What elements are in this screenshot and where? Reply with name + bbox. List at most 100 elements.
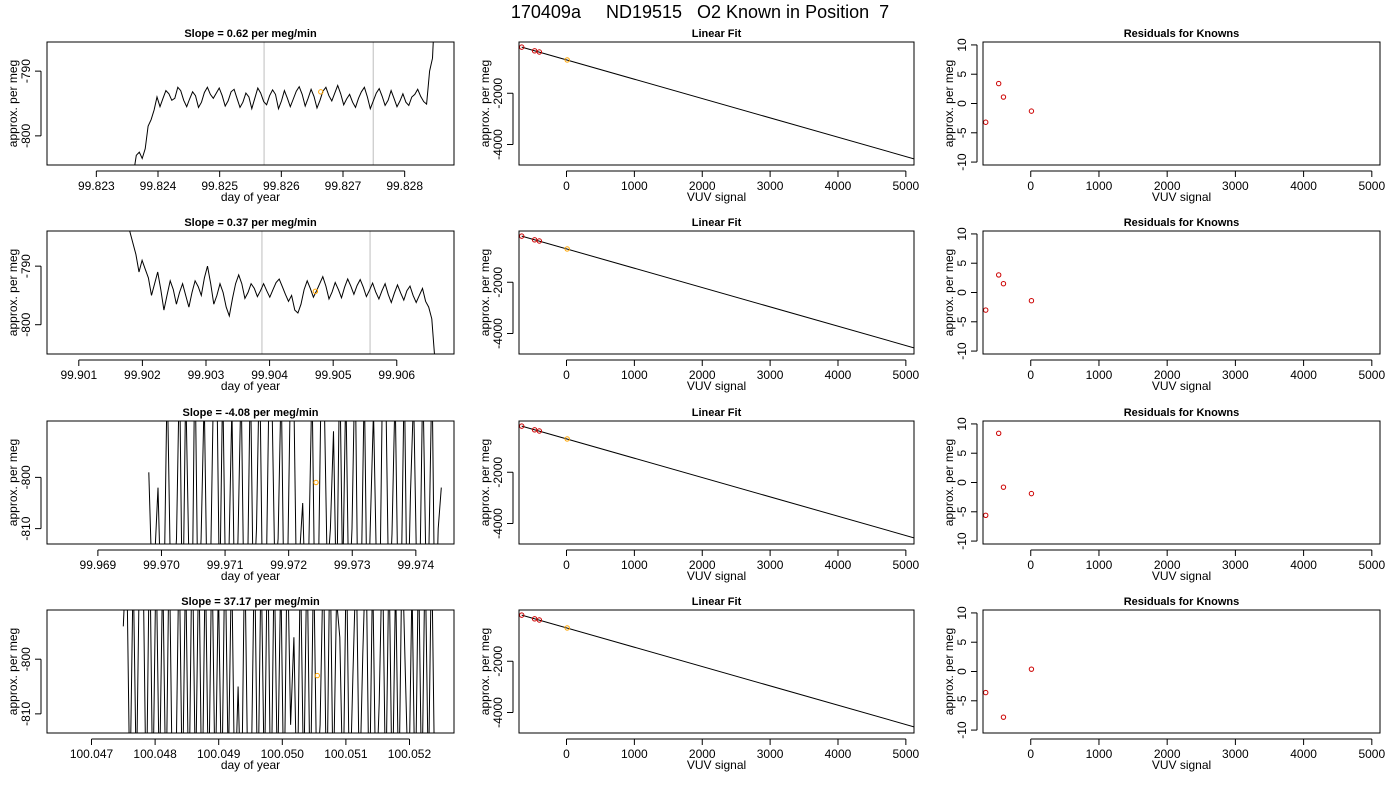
plot-area xyxy=(983,272,1035,313)
x-tick-label: 100.050 xyxy=(261,747,305,761)
plot-frame xyxy=(982,230,1381,355)
y-axis-label: approx. per meg xyxy=(942,439,956,526)
x-tick-label: 3000 xyxy=(1222,558,1249,572)
x-tick-label: 0 xyxy=(563,179,570,193)
x-axis-label: VUV signal xyxy=(687,190,746,204)
x-tick-label: 99.824 xyxy=(140,179,177,193)
y-axis-label: approx. per meg xyxy=(6,60,20,147)
signal-trace xyxy=(148,421,442,544)
x-axis: 99.823 99.824 99.825 99.826 99.827 99.828 day … xyxy=(78,170,423,204)
known-point xyxy=(983,119,989,125)
known-point xyxy=(536,617,543,623)
x-tick-label: 4000 xyxy=(825,558,852,572)
known-point xyxy=(519,612,525,618)
panel-title: Residuals for Knowns xyxy=(1124,596,1240,608)
x-tick-label: 2000 xyxy=(1154,179,1181,193)
y-tick-label: -10 xyxy=(955,342,969,360)
x-tick-label: 99.826 xyxy=(263,179,300,193)
y-tick-label: 10 xyxy=(955,38,969,52)
y-tick-label: 10 xyxy=(955,227,969,241)
x-tick-label: 99.823 xyxy=(78,179,115,193)
known-point xyxy=(531,237,538,243)
y-axis-label: approx. per meg xyxy=(478,249,492,336)
x-tick-label: 0 xyxy=(1027,747,1034,761)
x-tick-label: 99.825 xyxy=(201,179,238,193)
plot-frame xyxy=(46,230,455,355)
sample-point xyxy=(318,89,324,95)
known-point xyxy=(983,689,989,696)
plot-area xyxy=(148,421,442,544)
x-tick-label: 99.905 xyxy=(315,368,352,382)
x-tick-label: 5000 xyxy=(893,179,920,193)
known-point xyxy=(995,272,1002,278)
y-tick-label: -4000 xyxy=(491,697,505,728)
plot-area xyxy=(519,233,914,349)
x-axis-label: VUV signal xyxy=(1152,758,1211,772)
panel-title: Linear Fit xyxy=(692,596,742,608)
y-tick-label: -2000 xyxy=(491,646,505,677)
y-axis-label: approx. per meg xyxy=(6,628,20,715)
x-tick-label: 0 xyxy=(563,558,570,572)
x-axis: 0 1000 2000 3000 4000 5000 VUV signal xyxy=(1027,359,1385,393)
plot-frame xyxy=(982,420,1381,545)
fit-line xyxy=(521,614,914,728)
x-tick-label: 5000 xyxy=(1358,558,1385,572)
y-tick-label: -5 xyxy=(955,695,969,706)
y-axis-label: approx. per meg xyxy=(6,249,20,336)
x-tick-label: 99.974 xyxy=(397,558,434,572)
fit-line xyxy=(521,46,914,160)
x-tick-label: 100.047 xyxy=(70,747,114,761)
figure-title: 170409a ND19515 O2 Known in Position 7 xyxy=(510,2,890,22)
x-tick-label: 5000 xyxy=(1358,179,1385,193)
panel-title: Residuals for Knowns xyxy=(1124,28,1240,40)
y-tick-label: -800 xyxy=(19,124,33,148)
y-tick-label: 0 xyxy=(955,100,969,107)
sample-point xyxy=(564,246,570,252)
known-point xyxy=(536,49,543,55)
panel-title: Slope = 0.62 per meg/min xyxy=(184,28,317,40)
x-tick-label: 0 xyxy=(1027,368,1034,382)
x-axis-label: day of year xyxy=(221,379,280,393)
x-tick-label: 0 xyxy=(563,747,570,761)
x-tick-label: 0 xyxy=(1027,558,1034,572)
y-axis-label: approx. per meg xyxy=(6,439,20,526)
x-tick-label: 5000 xyxy=(1358,747,1385,761)
known-point xyxy=(1000,281,1007,287)
x-tick-label: 5000 xyxy=(893,368,920,382)
x-tick-label: 5000 xyxy=(893,747,920,761)
panel-title: Residuals for Knowns xyxy=(1124,407,1240,419)
sample-point xyxy=(312,288,319,295)
x-tick-label: 1000 xyxy=(1086,368,1113,382)
panel-title: Residuals for Knowns xyxy=(1124,217,1240,229)
x-tick-label: 100.051 xyxy=(324,747,368,761)
x-axis: 99.901 99.902 99.903 99.904 99.905 99.906 day … xyxy=(60,359,415,393)
x-tick-label: 3000 xyxy=(757,368,784,382)
x-axis-label: VUV signal xyxy=(1152,190,1211,204)
x-tick-label: 100.049 xyxy=(197,747,241,761)
sample-point xyxy=(564,436,570,442)
x-tick-label: 99.970 xyxy=(143,558,180,572)
y-axis-label: approx. per meg xyxy=(478,439,492,526)
known-point xyxy=(519,233,525,239)
x-axis-label: day of year xyxy=(221,569,280,583)
y-tick-label: 0 xyxy=(955,668,969,675)
x-axis: 99.969 99.970 99.971 99.972 99.973 99.974 day … xyxy=(80,549,435,583)
known-point xyxy=(995,80,1002,87)
y-tick-label: -5 xyxy=(955,316,969,327)
x-tick-label: 4000 xyxy=(1290,179,1317,193)
x-tick-label: 4000 xyxy=(1290,747,1317,761)
x-axis-label: VUV signal xyxy=(687,569,746,583)
signal-trace xyxy=(122,610,435,733)
x-tick-label: 3000 xyxy=(757,747,784,761)
y-tick-label: -4000 xyxy=(491,129,505,160)
known-point xyxy=(536,428,543,434)
known-point xyxy=(536,238,543,244)
x-tick-label: 3000 xyxy=(1222,179,1249,193)
x-tick-label: 1000 xyxy=(621,368,648,382)
x-axis: 100.047 100.048 100.049 100.050 100.051 100.0… xyxy=(70,738,431,772)
